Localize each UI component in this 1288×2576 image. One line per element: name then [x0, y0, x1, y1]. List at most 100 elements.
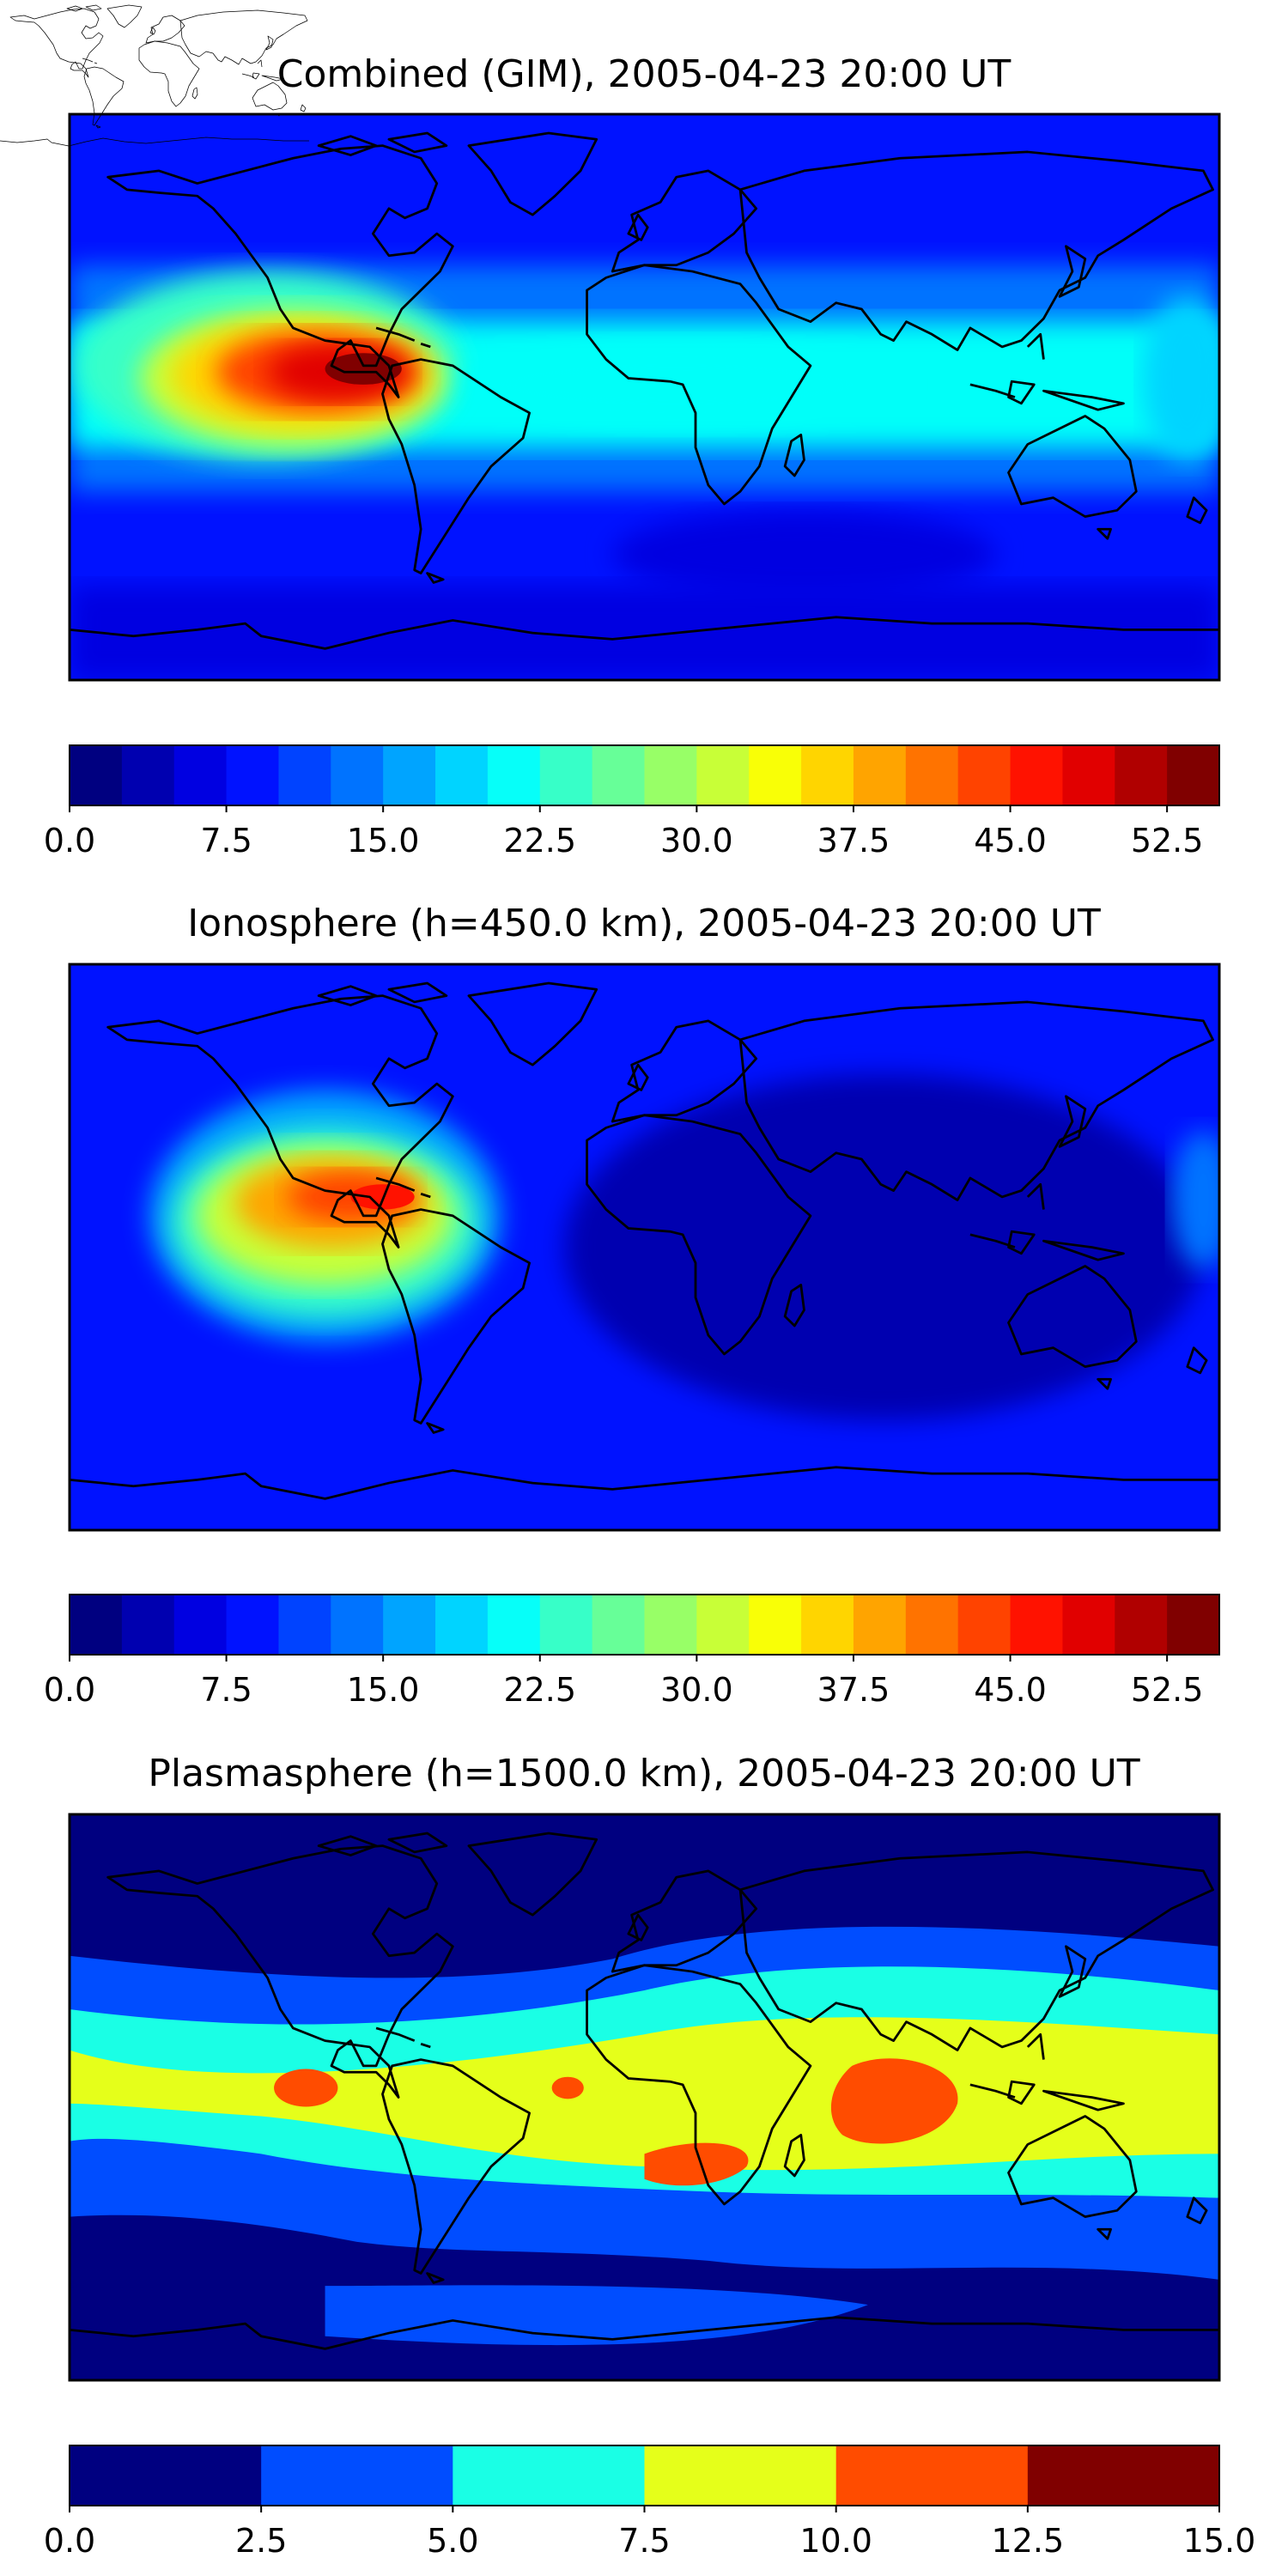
colorbar-segment [1010, 1595, 1064, 1655]
panel-1-colorbar [69, 744, 1220, 812]
colorbar-segment [70, 745, 123, 805]
panel-1-colorbar-tick: 37.5 [817, 822, 890, 860]
colorbar-segment [853, 1595, 907, 1655]
panel-3-colorbar-tick: 10.0 [799, 2522, 872, 2560]
panel-1-colorbar-tick: 15.0 [347, 822, 420, 860]
colorbar-segment [435, 745, 489, 805]
colorbar-segment [121, 745, 175, 805]
colorbar-frame [69, 1594, 1220, 1656]
colorbar-segment [226, 745, 280, 805]
colorbar-segment [278, 745, 331, 805]
panel-3-title: Plasmasphere (h=1500.0 km), 2005-04-23 2… [148, 1752, 1139, 1795]
colorbar-segment [278, 1595, 331, 1655]
field-contour [70, 2017, 1219, 2171]
field-blob [1142, 296, 1219, 460]
colorbar-segment [801, 1595, 854, 1655]
colorbar-segment [592, 745, 646, 805]
panel-3-colorbar-tick: 5.0 [427, 2522, 478, 2560]
panel-3-colorbar-tick: 0.0 [44, 2522, 95, 2560]
field-blob [551, 2076, 584, 2099]
panel-3-colorbar-tick: 7.5 [618, 2522, 670, 2560]
colorbar-segment [70, 1595, 123, 1655]
colorbar-segment [173, 1595, 228, 1655]
field-contour [830, 2058, 958, 2144]
colorbar-segment [749, 745, 802, 805]
colorbar-segment [1010, 745, 1064, 805]
colorbar-segment [487, 1595, 541, 1655]
colorbar-segment [905, 1595, 959, 1655]
panel-3-field [70, 1814, 1219, 2380]
colorbar-segment [853, 745, 907, 805]
colorbar-segment [957, 745, 1012, 805]
panel-2-colorbar-tick: 22.5 [503, 1671, 576, 1709]
panel-3-colorbar [69, 2445, 1220, 2512]
colorbar-segment [1062, 1595, 1115, 1655]
colorbar-segment [1027, 2445, 1220, 2506]
colorbar-segment [435, 1595, 489, 1655]
colorbar-segment [644, 745, 697, 805]
colorbar-segment [696, 745, 750, 805]
panel-1-colorbar-tick: 0.0 [44, 822, 95, 860]
field-band [70, 586, 1219, 680]
panel-3-colorbar-tick: 12.5 [992, 2522, 1065, 2560]
colorbar-segment [905, 745, 959, 805]
colorbar-segment [1115, 745, 1168, 805]
colorbar-segment [1167, 1595, 1220, 1655]
colorbar-segment [261, 2445, 453, 2506]
panel-2-frame [68, 963, 1221, 1532]
colorbar-segment [539, 745, 593, 805]
colorbar-segment [696, 1595, 750, 1655]
panel-3-colorbar-tick: 15.0 [1183, 2522, 1256, 2560]
panel-2-colorbar-tick: 15.0 [347, 1671, 420, 1709]
panel-2-colorbar-tick: 30.0 [660, 1671, 733, 1709]
panel-1-colorbar-tick: 52.5 [1131, 822, 1204, 860]
panel-2-map [70, 964, 1219, 1530]
colorbar-segment [644, 2445, 837, 2506]
colorbar-segment [331, 1595, 384, 1655]
colorbar-segment [1062, 745, 1115, 805]
panel-1-colorbar-tick: 22.5 [503, 822, 576, 860]
colorbar-frame [69, 744, 1220, 806]
colorbar-segment [383, 1595, 436, 1655]
panel-3-map [70, 1814, 1219, 2380]
panel-2-colorbar-tick: 37.5 [817, 1671, 890, 1709]
panel-2-colorbar-tick: 0.0 [44, 1671, 95, 1709]
colorbar-segment [801, 745, 854, 805]
panel-3-colorbar-tick: 2.5 [235, 2522, 287, 2560]
field-blob [1171, 1131, 1219, 1270]
colorbar-segment [70, 2445, 262, 2506]
colorbar-segment [331, 745, 384, 805]
colorbar-segment [592, 1595, 646, 1655]
colorbar-segment [539, 1595, 593, 1655]
panel-1-colorbar-tick: 45.0 [974, 822, 1047, 860]
field-contour [644, 2142, 749, 2186]
panel-1-field [70, 114, 1219, 680]
colorbar-segment [957, 1595, 1012, 1655]
colorbar-segment [1167, 745, 1220, 805]
panel-2-title: Ionosphere (h=450.0 km), 2005-04-23 20:0… [187, 902, 1101, 945]
colorbar-segment [835, 2445, 1029, 2506]
panel-1-map [70, 114, 1219, 680]
colorbar-segment [121, 1595, 175, 1655]
panel-1-frame [68, 112, 1221, 682]
field-contour [325, 2285, 868, 2346]
field-blob [564, 1074, 1204, 1420]
panel-1-colorbar-tick: 30.0 [660, 822, 733, 860]
panel-2-colorbar-tick: 45.0 [974, 1671, 1047, 1709]
colorbar-segment [644, 1595, 697, 1655]
colorbar-segment [383, 745, 436, 805]
panel-1-colorbar-tick: 7.5 [200, 822, 252, 860]
colorbar-segment [453, 2445, 646, 2506]
field-blob [453, 340, 901, 429]
panel-2-colorbar-tick: 52.5 [1131, 1671, 1204, 1709]
field-blob [612, 510, 996, 598]
colorbar-segment [173, 745, 228, 805]
panel-3-frame [68, 1813, 1221, 2382]
panel-2-colorbar-tick: 7.5 [200, 1671, 252, 1709]
colorbar-segment [226, 1595, 280, 1655]
field-blob [274, 2069, 338, 2107]
colorbar-segment [487, 745, 541, 805]
panel-1-title: Combined (GIM), 2005-04-23 20:00 UT [277, 52, 1012, 96]
colorbar-segment [1115, 1595, 1168, 1655]
